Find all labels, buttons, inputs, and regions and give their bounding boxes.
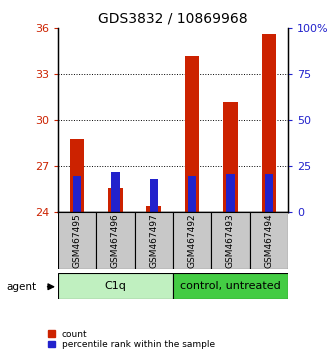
Bar (261, 34, 276, 212)
Bar (185, 56, 199, 212)
Bar (108, 188, 123, 212)
Text: GSM467494: GSM467494 (264, 213, 273, 268)
Title: GDS3832 / 10869968: GDS3832 / 10869968 (98, 12, 248, 26)
Text: GSM467495: GSM467495 (72, 213, 82, 268)
Bar (58, 273, 173, 299)
Text: GSM467492: GSM467492 (188, 213, 197, 268)
Bar (188, 176, 196, 212)
Text: GSM467493: GSM467493 (226, 213, 235, 268)
Bar (173, 212, 211, 269)
Text: agent: agent (7, 282, 37, 292)
Bar (96, 212, 135, 269)
Bar (147, 206, 161, 212)
Bar (70, 139, 84, 212)
Legend: count, percentile rank within the sample: count, percentile rank within the sample (48, 330, 215, 349)
Bar (135, 212, 173, 269)
Text: control, untreated: control, untreated (180, 281, 281, 291)
Bar (73, 176, 81, 212)
Bar (111, 172, 119, 212)
Bar (250, 212, 288, 269)
Bar (173, 273, 288, 299)
Bar (264, 174, 273, 212)
Bar (223, 102, 238, 212)
Text: GSM467497: GSM467497 (149, 213, 158, 268)
Text: GSM467496: GSM467496 (111, 213, 120, 268)
Text: C1q: C1q (105, 281, 126, 291)
Bar (150, 179, 158, 212)
Bar (58, 212, 96, 269)
Bar (226, 174, 235, 212)
Bar (211, 212, 250, 269)
